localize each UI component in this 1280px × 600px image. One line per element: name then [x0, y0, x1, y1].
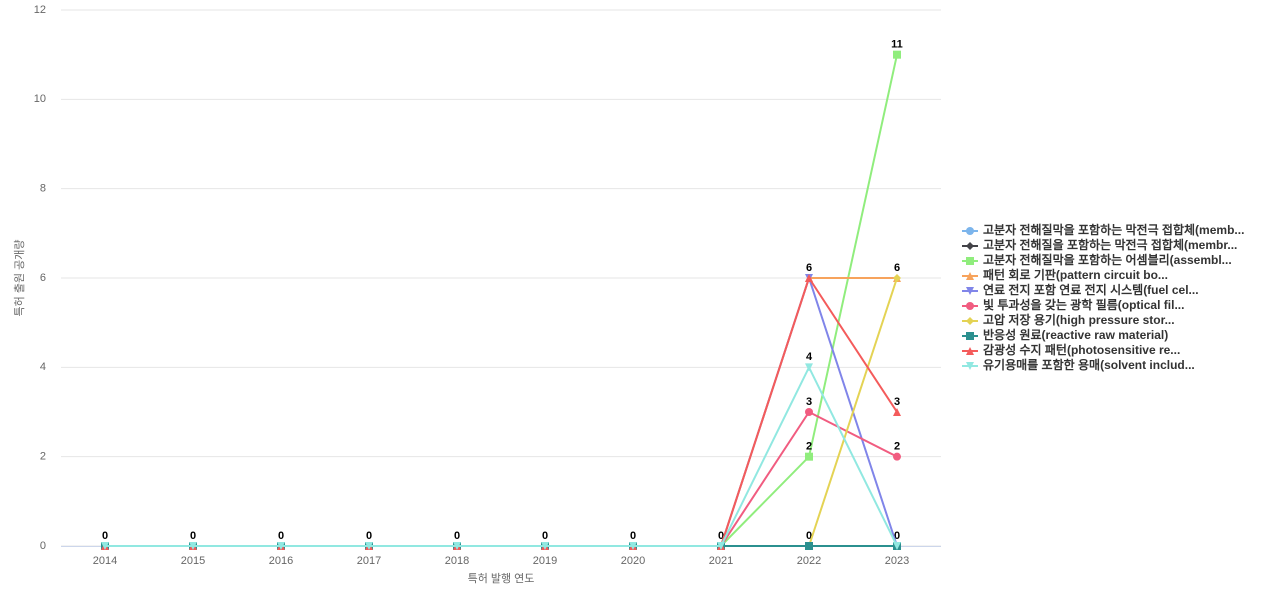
data-label: 0: [718, 530, 724, 542]
marker: [893, 452, 901, 461]
series-line: [105, 365, 898, 547]
legend-marker: [966, 347, 974, 355]
legend-marker: [966, 227, 974, 235]
marker: [805, 363, 813, 372]
series: [101, 363, 901, 550]
legend-marker: [966, 272, 974, 280]
marker: [893, 408, 901, 416]
data-label: 0: [894, 530, 900, 542]
y-tick-label: 12: [34, 4, 46, 16]
data-label: 4: [806, 351, 813, 363]
y-tick-label: 2: [40, 451, 46, 463]
x-tick-label: 2017: [357, 555, 381, 567]
series: [101, 274, 901, 550]
marker: [805, 452, 813, 461]
legend-label: 고분자 전해질막을 포함하는 막전극 접합체(memb...: [983, 222, 1244, 237]
x-tick-label: 2014: [93, 555, 117, 567]
data-label: 0: [102, 530, 108, 542]
marker: [717, 542, 725, 550]
data-label: 0: [630, 530, 636, 542]
legend-label: 반응성 원료(reactive raw material): [983, 327, 1168, 342]
data-label: 6: [894, 262, 900, 274]
series-line: [105, 274, 898, 547]
marker: [453, 542, 461, 550]
data-label: 11: [891, 39, 903, 51]
series-line: [105, 54, 898, 547]
legend-marker: [966, 317, 974, 325]
series: [101, 408, 901, 550]
data-label: 0: [454, 530, 460, 542]
legend-label: 고압 저장 용기(high pressure stor...: [983, 312, 1175, 327]
data-label: 0: [278, 530, 284, 542]
marker: [893, 274, 901, 282]
series-line: [105, 275, 898, 547]
series: [101, 50, 901, 550]
data-label: 0: [190, 530, 196, 542]
legend-marker: [966, 257, 974, 265]
legend-label: 빛 투과성을 갖는 광학 필름(optical fil...: [983, 297, 1184, 312]
legend-label: 고분자 전해질막을 포함하는 어셈블리(assembl...: [983, 252, 1232, 267]
marker: [629, 542, 637, 550]
marker: [101, 542, 109, 550]
series: [101, 274, 901, 550]
series-line: [105, 277, 897, 547]
marker: [277, 542, 285, 550]
data-label: 0: [806, 530, 812, 542]
legend-marker: [966, 332, 974, 340]
data-label: 3: [894, 396, 900, 408]
y-tick-label: 8: [40, 183, 46, 195]
marker: [893, 50, 901, 59]
marker: [805, 274, 813, 282]
x-tick-label: 2016: [269, 555, 293, 567]
y-tick-label: 10: [34, 93, 46, 105]
x-tick-label: 2023: [885, 555, 909, 567]
legend-label: 패턴 회로 기판(pattern circuit bo...: [983, 267, 1168, 282]
series: [101, 274, 901, 550]
x-tick-label: 2022: [797, 555, 821, 567]
legend-label: 감광성 수지 패턴(photosensitive re...: [983, 342, 1180, 357]
data-label: 0: [366, 530, 372, 542]
x-tick-label: 2018: [445, 555, 469, 567]
data-label: 2: [894, 441, 900, 453]
y-axis-title: 특허 출원 공개량: [13, 240, 26, 317]
y-tick-label: 4: [40, 361, 46, 373]
x-axis-title: 특허 발행 연도: [468, 572, 535, 585]
marker: [893, 542, 901, 550]
legend-label: 유기용매를 포함한 용매(solvent includ...: [983, 357, 1195, 372]
marker: [805, 542, 813, 550]
legend-label: 연료 전지 포함 연료 전지 시스템(fuel cel...: [983, 282, 1199, 297]
data-label: 2: [806, 441, 812, 453]
data-label: 3: [806, 396, 812, 408]
series: [101, 274, 901, 550]
legend-marker: [966, 242, 974, 250]
x-tick-label: 2021: [709, 555, 733, 567]
legend-marker: [966, 362, 974, 370]
y-tick-label: 6: [40, 272, 46, 284]
legend-marker: [966, 287, 974, 295]
marker: [365, 542, 373, 550]
y-tick-label: 0: [40, 540, 46, 552]
data-label: 0: [542, 530, 548, 542]
x-tick-label: 2019: [533, 555, 557, 567]
data-label: 6: [806, 262, 812, 274]
x-tick-label: 2020: [621, 555, 645, 567]
legend-label: 고분자 전해질을 포함하는 막전극 접합체(membr...: [983, 237, 1237, 252]
marker: [541, 542, 549, 550]
legend-marker: [966, 302, 974, 310]
marker: [189, 542, 197, 550]
series-line: [105, 277, 898, 547]
x-tick-label: 2015: [181, 555, 205, 567]
marker: [805, 408, 813, 416]
